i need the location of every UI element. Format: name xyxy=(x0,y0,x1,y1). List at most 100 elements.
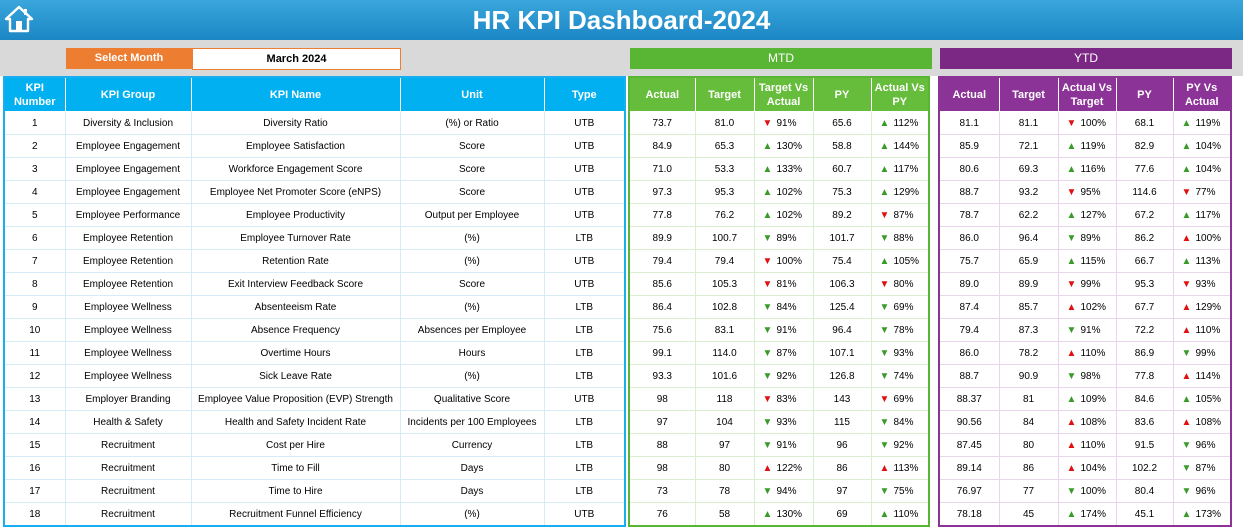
mtd-target-cell: 97 xyxy=(694,433,755,457)
ytd-target-cell: 80 xyxy=(998,433,1059,457)
kpi-group-cell: Employee Engagement xyxy=(64,157,192,181)
home-icon[interactable] xyxy=(3,4,35,34)
kpi-group-cell: Employee Performance xyxy=(64,203,192,227)
arrow-up-green-icon: ▲ xyxy=(1181,393,1192,405)
ytd-target-cell: 89.9 xyxy=(998,272,1059,296)
unit-cell: Score xyxy=(399,134,545,158)
kpi-name-cell: Time to Fill xyxy=(190,456,401,480)
mtd-target-cell: 118 xyxy=(694,387,755,411)
type-cell: UTB xyxy=(543,387,626,411)
arrow-down-green-icon: ▼ xyxy=(879,324,890,336)
type-cell: UTB xyxy=(543,134,626,158)
pct-value: 108% xyxy=(1080,416,1107,428)
mtd-py-cell: 143 xyxy=(812,387,872,411)
mtd-py-cell: 89.2 xyxy=(812,203,872,227)
table-row: 13 Employer Branding Employee Value Propos… xyxy=(3,387,626,411)
ytd-actual-cell: 76.97 xyxy=(938,479,1000,503)
arrow-up-red-icon: ▲ xyxy=(1181,324,1192,336)
arrow-up-red-icon: ▲ xyxy=(1066,347,1077,359)
kpi-name-cell: Diversity Ratio xyxy=(190,111,401,135)
arrow-down-green-icon: ▼ xyxy=(762,232,773,244)
kpi-name-cell: Employee Satisfaction xyxy=(190,134,401,158)
ytd-py-cell: 66.7 xyxy=(1115,249,1174,273)
ytd-target-cell: 45 xyxy=(998,502,1059,527)
mtd-actual-cell: 84.9 xyxy=(628,134,696,158)
pct-cell: ▲ 127% xyxy=(1057,203,1117,227)
mtd-target-cell: 79.4 xyxy=(694,249,755,273)
table-row: 98 118 ▼ 83% 143 ▼ 69% xyxy=(628,387,930,411)
table-row: 79.4 87.3 ▼ 91% 72.2 ▲ 110% xyxy=(938,318,1232,342)
pct-value: 92% xyxy=(776,370,797,382)
pct-cell: ▲ 104% xyxy=(1057,456,1117,480)
kpi-name-cell: Employee Productivity xyxy=(190,203,401,227)
table-row: 7 Employee Retention Retention Rate (%) UTB xyxy=(3,249,626,273)
ytd-target-cell: 93.2 xyxy=(998,180,1059,204)
arrow-up-red-icon: ▲ xyxy=(1181,301,1192,313)
type-cell: UTB xyxy=(543,180,626,204)
ytd-py-cell: 77.8 xyxy=(1115,364,1174,388)
ytd-actual-cell: 88.37 xyxy=(938,387,1000,411)
arrow-down-green-icon: ▼ xyxy=(762,324,773,336)
pct-value: 81% xyxy=(776,278,797,290)
kpi-group-cell: Employee Wellness xyxy=(64,341,192,365)
pct-value: 91% xyxy=(776,439,797,451)
month-select[interactable]: March 2024 xyxy=(192,48,401,70)
table-row: 75.7 65.9 ▲ 115% 66.7 ▲ 113% xyxy=(938,249,1232,273)
ytd-target-cell: 90.9 xyxy=(998,364,1059,388)
kpi-name-cell: Sick Leave Rate xyxy=(190,364,401,388)
pct-value: 78% xyxy=(893,324,914,336)
kpi-number-cell: 11 xyxy=(3,341,66,365)
mtd-target-cell: 114.0 xyxy=(694,341,755,365)
ytd-target-cell: 65.9 xyxy=(998,249,1059,273)
table-row: 9 Employee Wellness Absenteeism Rate (%) LTB xyxy=(3,295,626,319)
table-row: 11 Employee Wellness Overtime Hours Hours LT… xyxy=(3,341,626,365)
mtd-actual-cell: 75.6 xyxy=(628,318,696,342)
unit-cell: Days xyxy=(399,479,545,503)
pct-value: 98% xyxy=(1080,370,1101,382)
column-header: KPI Number xyxy=(3,76,66,112)
kpi-name-cell: Recruitment Funnel Efficiency xyxy=(190,502,401,527)
pct-cell: ▼ 69% xyxy=(870,295,930,319)
mtd-py-cell: 115 xyxy=(812,410,872,434)
arrow-up-green-icon: ▲ xyxy=(879,140,890,152)
pct-cell: ▼ 99% xyxy=(1172,341,1232,365)
pct-cell: ▼ 83% xyxy=(753,387,814,411)
pct-cell: ▼ 75% xyxy=(870,479,930,503)
pct-cell: ▲ 115% xyxy=(1057,249,1117,273)
pct-cell: ▲ 102% xyxy=(753,180,814,204)
kpi-number-cell: 4 xyxy=(3,180,66,204)
column-header: PY xyxy=(812,76,872,112)
mtd-actual-cell: 71.0 xyxy=(628,157,696,181)
kpi-number-cell: 2 xyxy=(3,134,66,158)
arrow-down-red-icon: ▼ xyxy=(1066,278,1077,290)
pct-cell: ▲ 113% xyxy=(1172,249,1232,273)
pct-cell: ▲ 130% xyxy=(753,502,814,527)
kpi-group-cell: Recruitment xyxy=(64,479,192,503)
pct-cell: ▲ 108% xyxy=(1057,410,1117,434)
column-header: PY xyxy=(1115,76,1174,112)
pct-cell: ▲ 112% xyxy=(870,111,930,135)
type-cell: LTB xyxy=(543,364,626,388)
table-row: 89.9 100.7 ▼ 89% 101.7 ▼ 88% xyxy=(628,226,930,250)
mtd-target-cell: 58 xyxy=(694,502,755,527)
type-cell: UTB xyxy=(543,203,626,227)
arrow-down-green-icon: ▼ xyxy=(1066,324,1077,336)
kpi-name-cell: Workforce Engagement Score xyxy=(190,157,401,181)
table-row: 89.14 86 ▲ 104% 102.2 ▼ 87% xyxy=(938,456,1232,480)
pct-cell: ▲ 129% xyxy=(870,180,930,204)
mtd-target-cell: 80 xyxy=(694,456,755,480)
kpi-group-cell: Recruitment xyxy=(64,502,192,527)
kpi-number-cell: 17 xyxy=(3,479,66,503)
pct-value: 122% xyxy=(776,462,803,474)
pct-value: 117% xyxy=(893,163,919,175)
pct-cell: ▼ 96% xyxy=(1172,479,1232,503)
kpi-group-cell: Employee Wellness xyxy=(64,295,192,319)
pct-cell: ▼ 69% xyxy=(870,387,930,411)
arrow-up-red-icon: ▲ xyxy=(1066,416,1077,428)
select-month-label: Select Month xyxy=(66,48,192,69)
mtd-actual-cell: 76 xyxy=(628,502,696,527)
mtd-target-cell: 53.3 xyxy=(694,157,755,181)
pct-value: 113% xyxy=(893,462,919,474)
table-row: 84.9 65.3 ▲ 130% 58.8 ▲ 144% xyxy=(628,134,930,158)
pct-cell: ▼ 74% xyxy=(870,364,930,388)
